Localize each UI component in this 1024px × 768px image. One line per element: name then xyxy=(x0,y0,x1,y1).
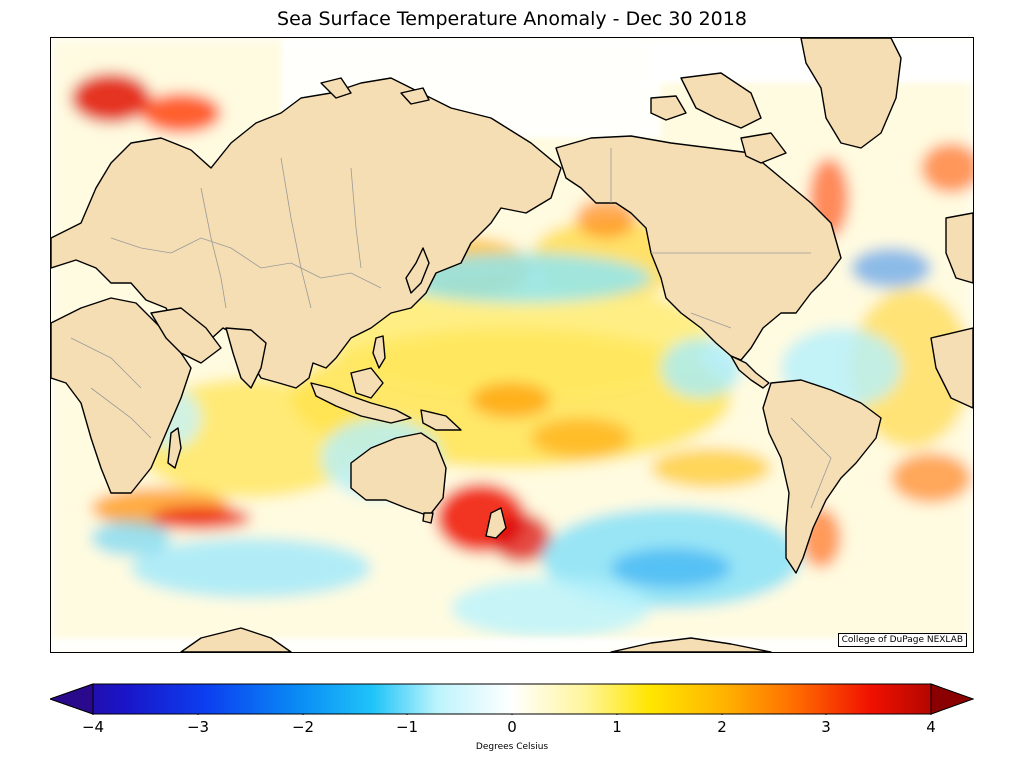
central-america xyxy=(730,355,770,389)
africa xyxy=(51,297,192,494)
land-masses xyxy=(51,38,973,652)
tasmania xyxy=(422,512,434,524)
credit-label: College of DuPage NEXLAB xyxy=(837,633,967,647)
indonesia xyxy=(310,382,412,424)
australia xyxy=(350,432,447,517)
philippines xyxy=(372,335,386,369)
tick-label: −2 xyxy=(291,718,315,736)
tick-label: −3 xyxy=(186,718,210,736)
colorbar-gradient xyxy=(50,683,974,715)
madagascar xyxy=(167,427,182,469)
tick-label: −4 xyxy=(81,718,105,736)
antarctica xyxy=(180,627,292,652)
japan xyxy=(405,247,430,294)
india xyxy=(225,327,267,389)
tick-label: 0 xyxy=(507,718,517,736)
arabia xyxy=(150,307,222,364)
colorbar xyxy=(50,683,974,715)
sst-anomaly-map: College of DuPage NEXLAB xyxy=(50,37,974,653)
colorbar-max-arrow xyxy=(930,683,974,715)
tick-label: 3 xyxy=(821,718,831,736)
colorbar-ticks: −4 −3 −2 −1 0 1 2 3 4 xyxy=(0,718,1024,738)
greenland xyxy=(800,38,902,149)
country-borders xyxy=(70,148,832,509)
chart-title: Sea Surface Temperature Anomaly - Dec 30… xyxy=(277,8,747,30)
europe-east xyxy=(945,212,973,284)
africa-west xyxy=(930,327,973,409)
borneo xyxy=(350,367,384,399)
south-america xyxy=(762,379,882,574)
map-canvas: College of DuPage NEXLAB xyxy=(51,38,973,652)
tick-label: 2 xyxy=(717,718,727,736)
new-guinea xyxy=(420,409,462,431)
colorbar-label: Degrees Celsius xyxy=(475,742,549,752)
colorbar-min-arrow xyxy=(50,683,94,715)
tick-label: −1 xyxy=(395,718,419,736)
new-zealand xyxy=(485,507,507,539)
tick-label: 4 xyxy=(926,718,936,736)
arctic-islands xyxy=(680,72,762,129)
tick-label: 1 xyxy=(612,718,622,736)
